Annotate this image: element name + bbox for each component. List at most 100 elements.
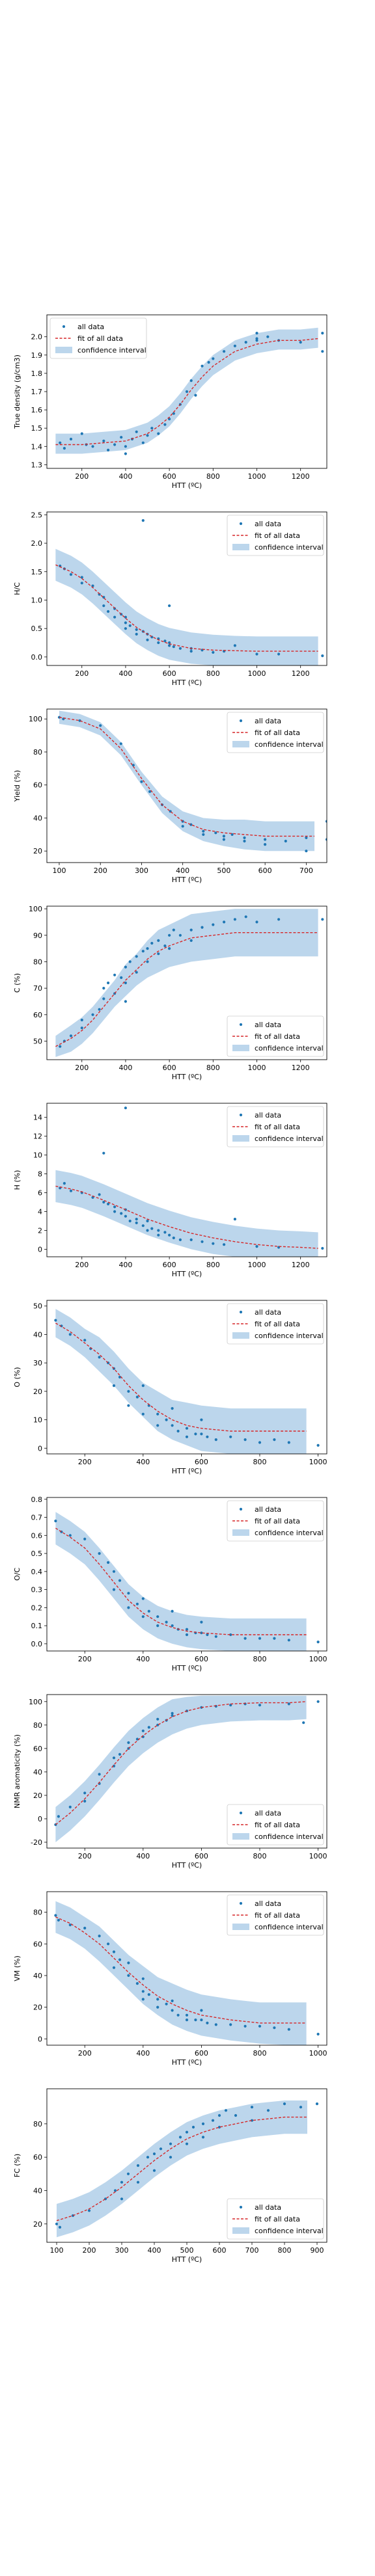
data-point xyxy=(148,790,152,793)
confidence-band xyxy=(59,710,314,852)
data-point xyxy=(168,1233,171,1237)
data-point xyxy=(229,2023,232,2026)
data-point xyxy=(211,2119,215,2122)
plot-area xyxy=(55,327,324,455)
y-tick-label: 0.0 xyxy=(31,653,43,662)
data-point xyxy=(223,350,226,353)
x-tick-label: 400 xyxy=(118,669,132,678)
data-point xyxy=(135,1218,138,1221)
x-tick-label: 400 xyxy=(118,472,132,481)
data-point xyxy=(206,1633,209,1637)
legend-box xyxy=(227,1894,324,1936)
data-point xyxy=(185,2142,189,2145)
data-point xyxy=(135,1221,138,1224)
data-point xyxy=(107,1942,110,1946)
fit-line xyxy=(56,2116,307,2221)
data-point xyxy=(120,2197,124,2201)
data-point xyxy=(107,1561,110,1564)
data-point xyxy=(243,1438,247,1442)
data-point xyxy=(168,947,171,950)
data-point xyxy=(163,1231,167,1234)
data-point xyxy=(135,628,138,632)
data-point xyxy=(165,2002,168,2006)
x-tick-label: 800 xyxy=(206,1261,220,1269)
data-point xyxy=(98,1356,101,1359)
x-tick-label: 800 xyxy=(206,669,220,678)
data-point xyxy=(169,2142,173,2145)
data-point xyxy=(141,441,145,444)
axes-frame xyxy=(46,1300,327,1455)
data-point xyxy=(157,1229,160,1232)
data-point xyxy=(80,432,83,435)
data-point xyxy=(258,1704,262,1707)
y-tick-label: 20 xyxy=(33,1791,42,1800)
legend-marker-points xyxy=(239,1113,243,1117)
plot-area xyxy=(54,1901,320,2045)
chart-panel-3: 100 200 300 400 500 600 700 20 40 60 80 100 HTT (ºC)… xyxy=(13,708,327,884)
data-point xyxy=(273,2026,276,2030)
data-point xyxy=(68,1534,72,1537)
data-point xyxy=(214,831,217,835)
data-point xyxy=(118,1579,122,1582)
data-point xyxy=(191,2125,195,2129)
x-axis-label: HTT (ºC) xyxy=(172,2058,202,2067)
data-point xyxy=(141,1615,145,1618)
y-tick-label: -20 xyxy=(31,1838,42,1847)
y-tick-label: 80 xyxy=(33,748,42,757)
fit-line xyxy=(55,932,318,1047)
x-tick-label: 600 xyxy=(195,1458,208,1466)
data-point xyxy=(185,1435,189,1438)
x-tick-label: 1000 xyxy=(248,472,266,481)
data-point xyxy=(201,926,204,929)
data-point xyxy=(264,838,267,841)
data-point xyxy=(277,918,281,921)
data-point xyxy=(113,973,117,976)
data-point xyxy=(168,604,171,608)
y-axis-label: FC (%) xyxy=(13,2154,21,2178)
plot-area xyxy=(55,2100,319,2238)
data-point xyxy=(325,820,327,823)
data-point xyxy=(146,638,149,641)
data-point xyxy=(128,960,132,963)
x-tick-label: 1000 xyxy=(248,669,266,678)
data-point xyxy=(178,2136,182,2139)
legend-marker-points xyxy=(239,522,243,526)
data-point xyxy=(223,920,226,924)
y-tick-label: 1.3 xyxy=(31,461,43,469)
data-point xyxy=(185,2019,189,2022)
legend-box xyxy=(227,1106,324,1147)
data-point xyxy=(113,2189,117,2192)
data-point xyxy=(201,364,204,368)
data-point xyxy=(69,1189,73,1192)
data-point xyxy=(120,436,123,439)
legend-box xyxy=(227,1303,324,1345)
data-point xyxy=(147,1609,150,1613)
data-point xyxy=(107,448,110,452)
x-axis-label: HTT (ºC) xyxy=(172,1664,202,1672)
data-point xyxy=(98,1935,101,1938)
data-point xyxy=(83,1339,87,1342)
data-point xyxy=(207,360,210,364)
x-tick-label: 100 xyxy=(52,866,66,875)
axes-frame xyxy=(46,708,327,863)
data-point xyxy=(102,604,105,608)
data-point xyxy=(172,1236,175,1240)
y-tick-label: 8 xyxy=(38,1170,42,1179)
legend-marker-points xyxy=(239,1023,243,1026)
data-point xyxy=(69,573,73,576)
data-point xyxy=(147,1993,150,1996)
data-point xyxy=(214,1635,217,1638)
data-point xyxy=(214,2023,217,2026)
data-point xyxy=(124,445,127,448)
data-point xyxy=(157,641,160,645)
data-point xyxy=(233,1218,236,1221)
legend-marker-points xyxy=(239,2205,243,2209)
y-tick-label: 1.9 xyxy=(31,351,43,360)
data-point xyxy=(127,1974,130,1977)
legend-entry: confidence interval xyxy=(255,740,324,749)
legend-entry: all data xyxy=(255,520,281,528)
data-point xyxy=(68,1333,72,1336)
data-point xyxy=(284,839,287,843)
y-tick-label: 10 xyxy=(33,1416,42,1425)
